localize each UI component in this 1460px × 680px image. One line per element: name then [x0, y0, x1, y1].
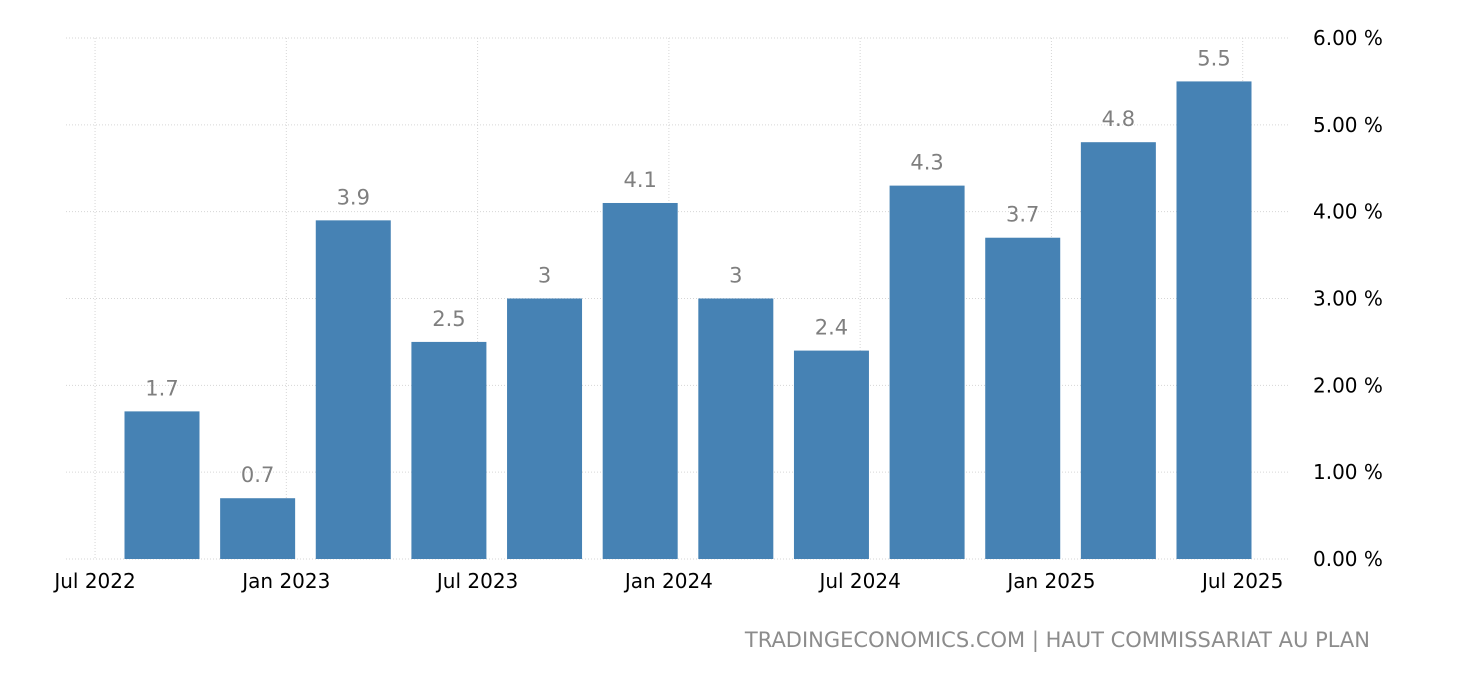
- data-label-2023-Q1: 3.9: [337, 185, 370, 209]
- x-axis-ticks: Jul 2022 Jan 2023 Jul 2023 Jan 2024 Jul 2024…: [52, 569, 1283, 593]
- x-tick-label: Jan 2024: [623, 569, 713, 593]
- data-label-2024-Q3: 4.3: [910, 151, 943, 175]
- y-axis-ticks: 0.00 % 1.00 % 2.00 % 3.00 % 4.00 % 5.00 % 6.00…: [1313, 26, 1383, 571]
- bar-2022-Q4: [220, 498, 296, 559]
- y-tick-label: 3.00 %: [1313, 287, 1383, 311]
- data-label-2024-Q1: 3: [729, 264, 742, 288]
- bar-2023-Q3: [507, 298, 583, 559]
- x-tick-label: Jan 2025: [1005, 569, 1095, 593]
- y-tick-label: 4.00 %: [1313, 200, 1383, 224]
- source-credit: TRADINGECONOMICS.COM | HAUT COMMISSARIAT…: [744, 628, 1370, 652]
- data-label-2022-Q3: 1.7: [145, 376, 178, 400]
- data-label-2023-Q4: 4.1: [623, 168, 656, 192]
- bar-2023-Q1: [315, 220, 391, 559]
- bar-2024-Q1: [698, 298, 774, 559]
- bar-2025-Q2: [1176, 81, 1252, 560]
- data-label-2024-Q4: 3.7: [1006, 203, 1039, 227]
- y-tick-label: 2.00 %: [1313, 373, 1383, 397]
- bar-2022-Q3: [124, 411, 200, 559]
- data-label-2025-Q1: 4.8: [1102, 107, 1135, 131]
- data-label-2023-Q3: 3: [538, 264, 551, 288]
- x-tick-label: Jul 2022: [52, 569, 135, 593]
- x-tick-label: Jul 2024: [817, 569, 900, 593]
- bar-2024-Q3: [889, 185, 965, 559]
- bar-2023-Q2: [411, 341, 487, 559]
- x-tick-label: Jan 2023: [240, 569, 330, 593]
- bar-2024-Q4: [985, 237, 1061, 559]
- bar-2023-Q4: [602, 202, 678, 559]
- bar-2025-Q1: [1080, 142, 1156, 559]
- y-tick-label: 6.00 %: [1313, 26, 1383, 50]
- y-tick-label: 0.00 %: [1313, 547, 1383, 571]
- grid-lines: [66, 37, 1290, 560]
- data-label-2022-Q4: 0.7: [241, 463, 274, 487]
- data-labels: 1.7 0.7 3.9 2.5 3 4.1 3 2.4 4.3 3.7 4.8 5.5: [145, 46, 1230, 487]
- bar-2024-Q2: [793, 350, 869, 559]
- y-tick-label: 1.00 %: [1313, 460, 1383, 484]
- data-label-2023-Q2: 2.5: [432, 307, 465, 331]
- bars: [124, 81, 1252, 560]
- x-tick-label: Jul 2023: [435, 569, 518, 593]
- data-label-2025-Q2: 5.5: [1197, 46, 1230, 70]
- data-label-2024-Q2: 2.4: [815, 316, 848, 340]
- y-tick-label: 5.00 %: [1313, 113, 1383, 137]
- x-tick-label: Jul 2025: [1200, 569, 1283, 593]
